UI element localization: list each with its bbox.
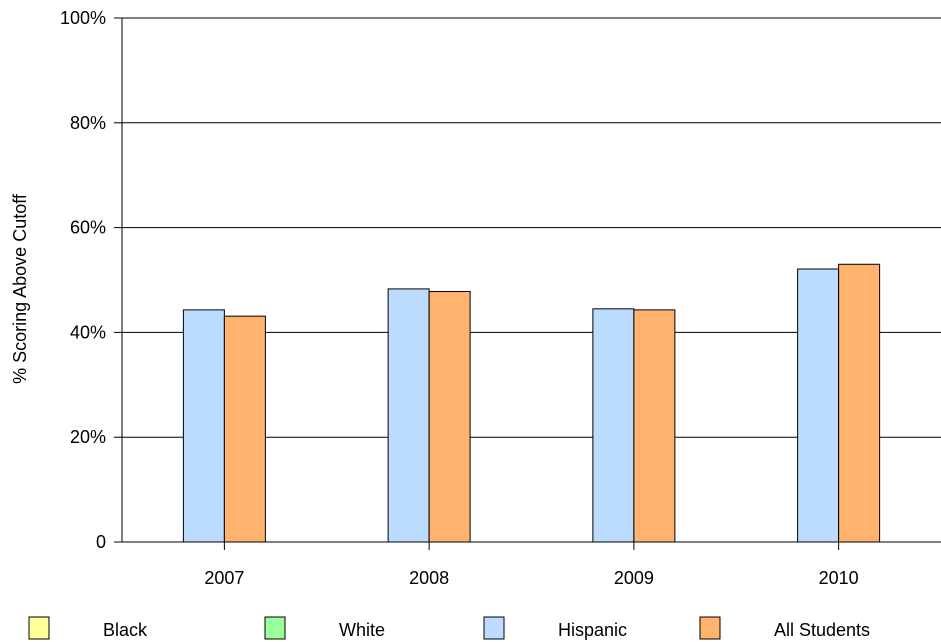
y-axis-title: % Scoring Above Cutoff <box>10 193 30 384</box>
x-tick-label: 2010 <box>819 568 859 588</box>
bar-all-students-2009 <box>633 309 676 543</box>
y-tick-label: 20% <box>70 427 106 447</box>
bar-all-students-2010 <box>838 263 881 543</box>
bar-all-students-2007 <box>223 315 266 543</box>
y-tick-label: 80% <box>70 113 106 133</box>
legend-label-white: White <box>339 620 385 640</box>
legend-swatch-hispanic <box>483 616 505 640</box>
y-tick-label: 60% <box>70 218 106 238</box>
bar-hispanic-2010 <box>797 268 840 543</box>
bar-hispanic-2007 <box>182 309 225 543</box>
legend: Black White Hispanic All Students <box>28 616 870 640</box>
y-tick-label: 40% <box>70 322 106 342</box>
bar-all-students-2008 <box>428 291 471 543</box>
axes <box>121 18 941 543</box>
legend-label-hispanic: Hispanic <box>558 620 627 640</box>
y-tick-label: 100% <box>60 8 106 28</box>
y-tick-label: 0 <box>96 532 106 552</box>
x-tick-label: 2008 <box>409 568 449 588</box>
x-ticks: 2007 2008 2009 2010 <box>204 542 859 588</box>
x-tick-label: 2007 <box>204 568 244 588</box>
bar-hispanic-2009 <box>592 308 635 543</box>
legend-swatch-black <box>28 616 50 640</box>
legend-swatch-all-students <box>699 616 721 640</box>
y-ticks: 0 20% 40% 60% 80% 100% <box>60 8 122 552</box>
x-tick-label: 2009 <box>614 568 654 588</box>
legend-swatch-white <box>264 616 286 640</box>
bar-hispanic-2008 <box>387 288 430 543</box>
legend-label-all-students: All Students <box>774 620 870 640</box>
legend-label-black: Black <box>103 620 148 640</box>
bars <box>182 263 881 543</box>
